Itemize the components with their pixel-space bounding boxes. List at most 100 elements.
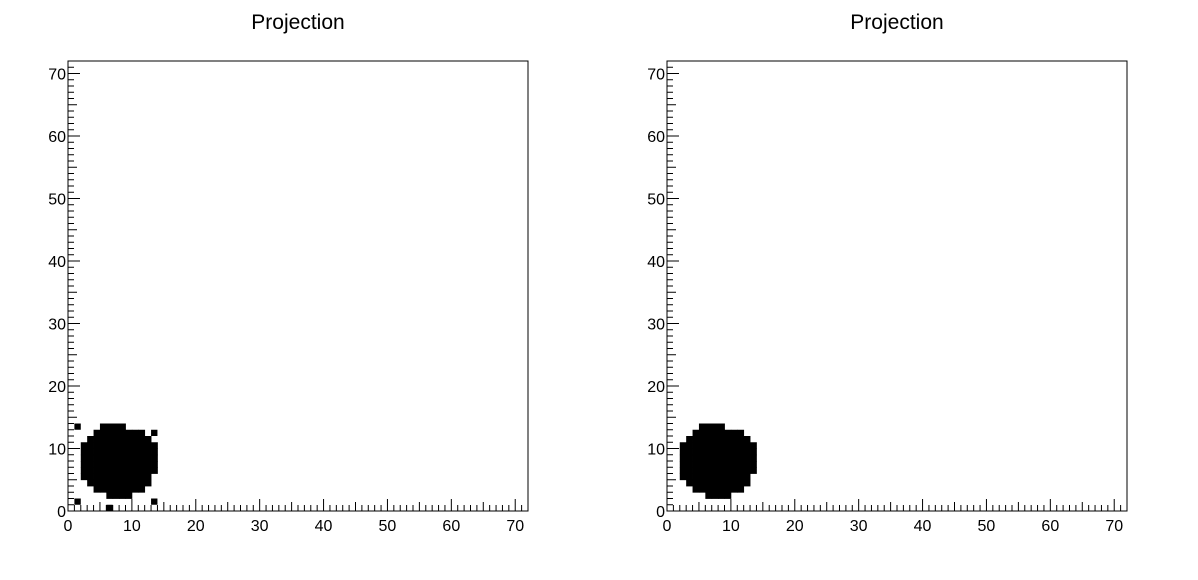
heatmap-bin	[737, 448, 745, 456]
heatmap-bin	[698, 479, 706, 487]
y-tick-label: 70	[647, 67, 665, 84]
x-tick-label: 50	[978, 518, 996, 535]
x-tick-label: 20	[786, 518, 804, 535]
heatmap-bin	[119, 454, 126, 462]
x-tick-label: 60	[442, 518, 460, 535]
heatmap-bin	[112, 429, 120, 437]
y-tick-label: 60	[48, 129, 66, 146]
heatmap-bin	[131, 467, 139, 474]
heatmap-bin	[138, 461, 146, 468]
heatmap-bin	[138, 467, 146, 474]
heatmap-bin	[93, 442, 101, 449]
heatmap-bin	[724, 442, 732, 449]
heatmap-bin	[718, 442, 725, 449]
x-tick-label: 10	[123, 518, 141, 535]
heatmap-bin	[718, 454, 725, 462]
heatmap-bin	[711, 461, 719, 468]
x-tick-label: 0	[663, 518, 672, 535]
heatmap-bin	[692, 473, 700, 481]
heatmap-bin	[679, 467, 687, 474]
heatmap-bin	[138, 479, 146, 487]
heatmap-bin	[138, 454, 146, 462]
heatmap-bin	[131, 454, 139, 462]
heatmap-bin	[106, 423, 114, 431]
heatmap-bin	[698, 429, 706, 437]
heatmap-bin	[679, 454, 687, 462]
heatmap-bin	[718, 486, 725, 493]
heatmap-bin	[119, 448, 126, 456]
heatmap-bin	[730, 436, 738, 443]
heatmap-bin	[93, 467, 101, 474]
heatmap-bin	[106, 436, 114, 443]
heatmap-bin	[106, 492, 114, 499]
heatmap-bin	[724, 492, 732, 499]
heatmap-bin	[705, 454, 713, 462]
heatmap-bin	[686, 467, 693, 474]
heatmap-bin	[730, 448, 738, 456]
heatmap-bin	[80, 442, 88, 449]
heatmap-bin	[711, 486, 719, 493]
heatmap-bin	[80, 473, 88, 481]
heatmap-bin	[112, 442, 120, 449]
heatmap-bin	[711, 479, 719, 487]
heatmap-bin	[750, 442, 757, 449]
heatmap-bin	[679, 461, 687, 468]
outlier-bin	[151, 429, 158, 436]
heatmap-bin	[730, 473, 738, 481]
heatmap-bin	[750, 467, 757, 474]
heatmap-bin	[705, 448, 713, 456]
heatmap-bin	[711, 448, 719, 456]
heatmap-bin	[144, 479, 152, 487]
heatmap-bin	[686, 454, 693, 462]
heatmap-bin	[93, 461, 101, 468]
heatmap-bin	[750, 461, 757, 468]
heatmap-bin	[112, 461, 120, 468]
heatmap-bin	[125, 486, 133, 493]
heatmap-bin	[93, 454, 101, 462]
heatmap-bin	[686, 448, 693, 456]
heatmap-bin	[698, 436, 706, 443]
heatmap-bin	[131, 442, 139, 449]
heatmap-bin	[151, 467, 158, 474]
heatmap-bin	[125, 436, 133, 443]
heatmap-bin	[698, 448, 706, 456]
heatmap-bin	[106, 454, 114, 462]
y-tick-label: 60	[647, 129, 665, 146]
heatmap-bin	[692, 448, 700, 456]
x-tick-label: 30	[251, 518, 269, 535]
heatmap-bin	[730, 454, 738, 462]
heatmap-bin	[686, 479, 693, 487]
heatmap-bin	[705, 486, 713, 493]
heatmap-bin	[692, 442, 700, 449]
heatmap-bin	[106, 479, 114, 487]
heatmap-bin	[730, 467, 738, 474]
heatmap-bin	[99, 442, 107, 449]
heatmap-bin	[718, 423, 725, 431]
heatmap-bin	[686, 473, 693, 481]
heatmap-bin	[119, 467, 126, 474]
heatmap-bin	[112, 448, 120, 456]
heatmap-bin	[679, 442, 687, 449]
heatmap-bin	[711, 436, 719, 443]
x-tick-label: 20	[187, 518, 205, 535]
heatmap-bin	[112, 454, 120, 462]
heatmap-bin	[106, 461, 114, 468]
heatmap-bin	[125, 479, 133, 487]
heatmap-bin	[125, 442, 133, 449]
heatmap-bin	[119, 423, 126, 431]
heatmap-bin	[718, 492, 725, 499]
y-tick-label: 50	[647, 192, 665, 209]
y-tick-label: 0	[57, 504, 66, 521]
heatmap-bin	[131, 436, 139, 443]
heatmap-bin	[87, 479, 94, 487]
heatmap-bin	[730, 442, 738, 449]
y-tick-label: 20	[48, 379, 66, 396]
heatmap-bin	[144, 467, 152, 474]
heatmap-bin	[724, 479, 732, 487]
y-tick-label: 10	[647, 442, 665, 459]
heatmap-bin	[711, 429, 719, 437]
heatmap-bin	[679, 473, 687, 481]
heatmap-bin	[125, 454, 133, 462]
heatmap-bin	[93, 486, 101, 493]
x-tick-label: 30	[850, 518, 868, 535]
